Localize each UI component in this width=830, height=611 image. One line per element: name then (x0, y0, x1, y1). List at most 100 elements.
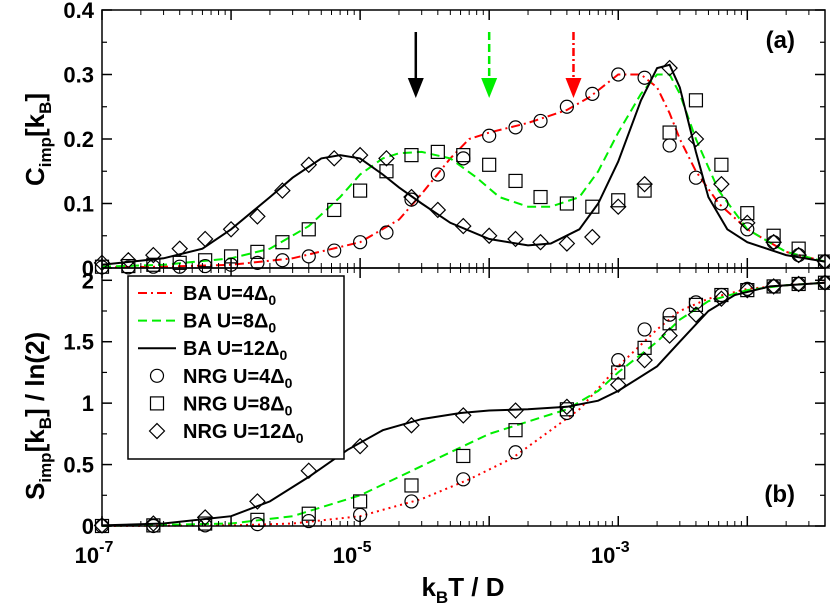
x-axis-label: kBT / D (421, 572, 504, 607)
marker-nrg-u-8-0 (611, 365, 626, 380)
marker-nrg-u-8-0 (301, 222, 316, 237)
legend-entry: BA U=4Δ0 (138, 283, 276, 308)
marker-nrg-u-12-0 (249, 493, 266, 510)
series-line-ba-u-8-0 (101, 281, 826, 527)
y-tick-label: 1 (82, 391, 94, 416)
marker-nrg-u-12-0 (249, 208, 266, 225)
marker-nrg-u-4-0 (482, 128, 497, 143)
marker-nrg-u-12-0 (171, 240, 189, 257)
marker-nrg-u-4-0 (637, 322, 652, 337)
marker-nrg-u-12-0 (636, 175, 653, 193)
marker-nrg-u-8-0 (688, 93, 704, 108)
marker-nrg-u-8-0 (327, 202, 342, 218)
marker-nrg-u-4-0 (456, 151, 471, 166)
panel-b-plot-area (93, 274, 830, 534)
marker-nrg-u-12-0 (351, 146, 369, 164)
panel-b: 0 0.5 1 1.5 2 10-7 10-5 10-3 (b) Simp[kB] / ln(… (20, 267, 830, 568)
arrow-marker (565, 32, 582, 98)
marker-nrg-u-8-0 (404, 148, 419, 163)
marker-nrg-u-4-0 (250, 255, 265, 270)
y-tick-label: 0.5 (63, 453, 94, 478)
legend-box (127, 275, 345, 460)
y-tick-label: 0.2 (63, 127, 94, 152)
marker-nrg-u-8-0 (714, 287, 729, 303)
marker-nrg-u-12-0 (558, 235, 576, 252)
marker-nrg-u-12-0 (300, 462, 318, 480)
marker-nrg-u-12-0 (196, 230, 214, 248)
marker-nrg-u-8-0 (766, 228, 781, 243)
marker-nrg-u-12-0 (738, 281, 756, 299)
marker-nrg-u-12-0 (790, 275, 807, 293)
marker-nrg-u-12-0 (713, 290, 730, 308)
marker-nrg-u-12-0 (403, 188, 420, 206)
marker-nrg-u-4-0 (688, 170, 704, 185)
marker-nrg-u-12-0 (93, 517, 111, 534)
marker-nrg-u-8-0 (430, 144, 445, 159)
marker-nrg-u-12-0 (532, 233, 549, 251)
marker-nrg-u-4-0 (559, 99, 574, 114)
marker-nrg-u-8-0 (146, 257, 161, 272)
marker-nrg-u-8-0 (301, 506, 316, 521)
legend-marker-swatch (149, 368, 165, 383)
marker-nrg-u-8-0 (740, 283, 755, 298)
panel-b-label: (b) (764, 481, 795, 508)
marker-nrg-u-12-0 (274, 182, 291, 199)
marker-nrg-u-12-0 (738, 214, 756, 232)
marker-nrg-u-4-0 (585, 86, 600, 101)
panel-b-frame (101, 267, 826, 527)
marker-nrg-u-4-0 (379, 225, 394, 240)
marker-nrg-u-8-0 (198, 516, 213, 531)
panel-a-ylabel: Cimp[kB] (20, 93, 55, 186)
marker-nrg-u-8-0 (585, 199, 600, 214)
legend-label: BA U=4Δ0 (183, 283, 276, 308)
y-tick-label: 0.4 (63, 0, 94, 23)
marker-nrg-u-4-0 (404, 494, 419, 509)
marker-nrg-u-4-0 (611, 67, 626, 82)
marker-nrg-u-12-0 (403, 416, 420, 434)
marker-nrg-u-8-0 (714, 157, 729, 172)
legend-label: BA U=12Δ0 (183, 338, 287, 363)
marker-nrg-u-8-0 (791, 241, 806, 256)
marker-nrg-u-8-0 (559, 196, 574, 211)
marker-nrg-u-12-0 (196, 509, 214, 526)
marker-nrg-u-8-0 (533, 189, 548, 205)
marker-nrg-u-8-0 (791, 276, 806, 292)
marker-nrg-u-12-0 (300, 156, 318, 174)
y-tick-label: 0 (82, 256, 94, 281)
series-line-ba-u-8-0 (101, 73, 826, 268)
marker-nrg-u-4-0 (508, 120, 523, 135)
marker-nrg-u-8-0 (275, 235, 290, 250)
marker-nrg-u-12-0 (507, 230, 524, 248)
marker-nrg-u-12-0 (636, 351, 653, 369)
y-tick-label: 2 (82, 268, 94, 293)
legend-marker-swatch (148, 422, 166, 440)
marker-nrg-u-12-0 (429, 201, 447, 219)
x-tick-label: 10-7 (75, 539, 114, 568)
marker-nrg-u-8-0 (740, 206, 755, 221)
marker-nrg-u-4-0 (275, 253, 290, 268)
legend-label: NRG U=8Δ0 (183, 393, 293, 418)
marker-nrg-u-12-0 (378, 150, 395, 167)
legend-entry: NRG U=4Δ0 (149, 366, 293, 391)
marker-nrg-u-12-0 (661, 59, 678, 77)
marker-nrg-u-4-0 (353, 235, 368, 250)
panel-a: 0 0.1 0.2 0.3 0.4 (a) Cimp[kB] (20, 0, 830, 281)
marker-nrg-u-4-0 (637, 70, 652, 85)
marker-nrg-u-8-0 (637, 340, 652, 355)
marker-nrg-u-4-0 (456, 472, 471, 487)
legend-entry: NRG U=8Δ0 (149, 393, 293, 418)
legend-label: NRG U=12Δ0 (183, 421, 304, 446)
panel-a-label: (a) (766, 27, 795, 54)
marker-nrg-u-8-0 (637, 183, 652, 198)
marker-nrg-u-4-0 (611, 353, 626, 368)
legend-label: NRG U=4Δ0 (183, 366, 293, 391)
marker-nrg-u-12-0 (351, 437, 369, 455)
series-line-ba-u-12-0 (101, 63, 826, 266)
marker-nrg-u-4-0 (533, 113, 548, 129)
marker-nrg-u-4-0 (430, 167, 445, 182)
panel-a-plot-area (93, 32, 830, 275)
x-tick-label: 10-3 (591, 539, 630, 568)
marker-nrg-u-4-0 (662, 138, 677, 153)
marker-nrg-u-12-0 (609, 198, 627, 216)
